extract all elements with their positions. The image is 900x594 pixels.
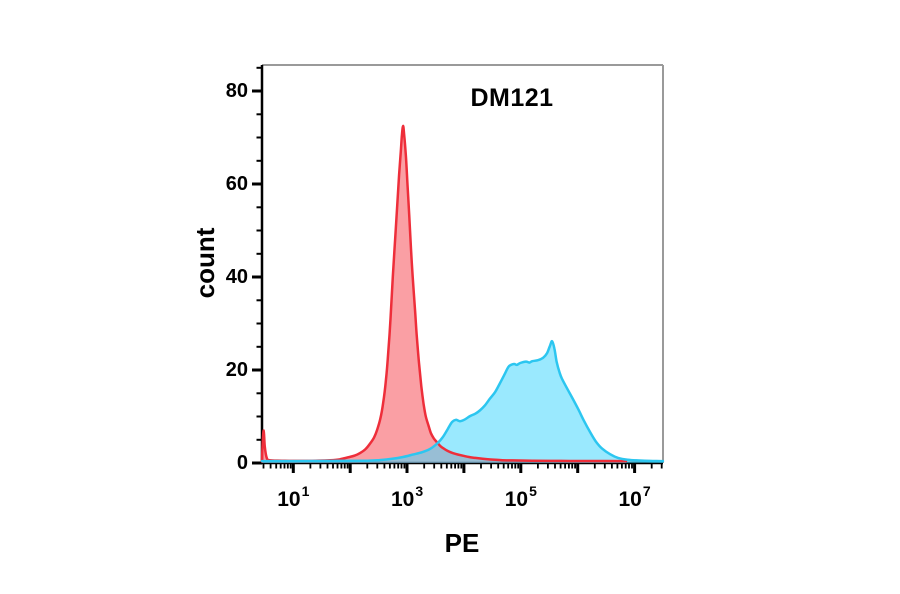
x-axis-label: PE — [444, 528, 480, 558]
red-control-histogram-outline — [260, 124, 628, 463]
blue-sample-histogram-fill — [262, 341, 663, 463]
y-tick-label-40: 40 — [225, 266, 248, 289]
x-tick-label-10e3: 103 — [390, 483, 424, 511]
y-axis-label: count — [190, 227, 220, 299]
y-tick-label-60: 60 — [225, 173, 248, 196]
y-tick-label-0: 0 — [236, 452, 248, 474]
blue-sample-histogram-outline — [260, 339, 665, 463]
y-tick-label-80: 80 — [225, 80, 248, 103]
x-tick-label-10e1: 101 — [277, 483, 310, 511]
x-tick-label-10e7: 107 — [618, 483, 651, 511]
x-tick-label-10e5: 105 — [504, 483, 537, 511]
plot-title: DM121 — [470, 84, 554, 112]
y-tick-label-20: 20 — [225, 359, 248, 381]
